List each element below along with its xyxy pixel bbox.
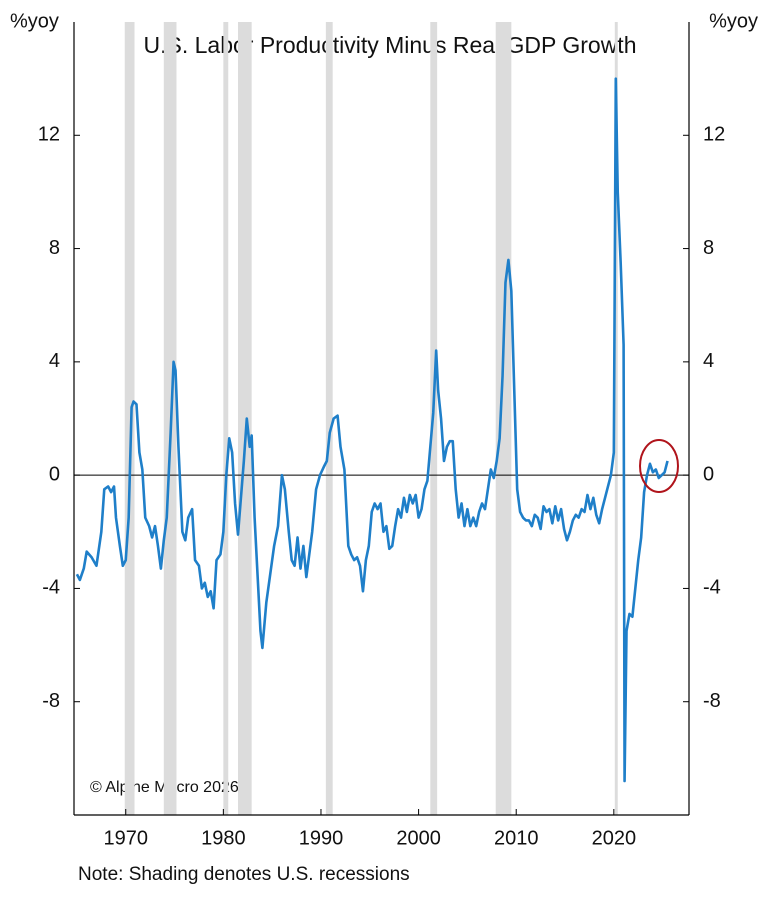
y2-axis-label: %yoy (709, 10, 758, 32)
recession-band (614, 22, 618, 815)
y-tick-label: -8 (42, 690, 60, 712)
plot: -8 -4 0 4 8 12 -8 -4 0 4 8 12 1970 1980 1990 2000 2010 20… (38, 22, 725, 849)
highlight-circle (639, 439, 679, 493)
y2-tick-label: -4 (703, 577, 721, 599)
y-axis-label: %yoy (10, 10, 59, 32)
y2-tick-label: 0 (703, 463, 714, 485)
recession-band (495, 22, 512, 815)
y-tick-label: 4 (49, 350, 60, 372)
x-tick-label: 1980 (201, 827, 246, 849)
x-tick-label: 2010 (494, 827, 539, 849)
recession-band (238, 22, 252, 815)
y2-tick-label: 12 (703, 124, 725, 146)
x-tick-label: 1990 (299, 827, 344, 849)
y2-tick-label: -8 (703, 690, 721, 712)
recession-band (124, 22, 135, 815)
x-tick-label: 1970 (103, 827, 148, 849)
recession-band (325, 22, 333, 815)
y-tick-label: 0 (49, 463, 60, 485)
note: Note: Shading denotes U.S. recessions (78, 864, 410, 885)
chart-title: U.S. Labor Productivity Minus Real GDP G… (144, 32, 637, 58)
x-tick-label: 2000 (396, 827, 441, 849)
y2-tick-label: 8 (703, 237, 714, 259)
recession-band (223, 22, 229, 815)
x-tick-label: 2020 (592, 827, 637, 849)
y2-tick-label: 4 (703, 350, 714, 372)
data-line (75, 77, 669, 783)
y-tick-label: 12 (38, 124, 60, 146)
y-tick-label: 8 (49, 237, 60, 259)
y-tick-label: -4 (42, 577, 60, 599)
